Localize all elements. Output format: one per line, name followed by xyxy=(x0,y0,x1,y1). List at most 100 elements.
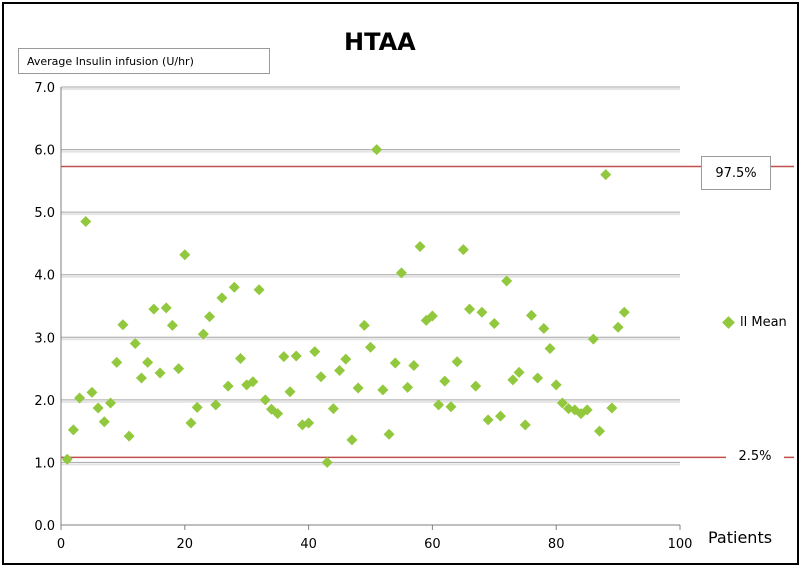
data-point xyxy=(197,328,209,340)
data-point xyxy=(550,379,562,391)
data-point xyxy=(111,356,123,368)
scatter-chart: 0.0 1.0 2.0 3.0 4.0 5.0 6.0 7.0 0 20 40 60 80 100 xyxy=(34,81,794,552)
x-axis-label: Patients xyxy=(708,528,773,547)
legend-label: ll Mean xyxy=(740,315,787,330)
data-point xyxy=(334,364,346,376)
y-tick-label: 5.0 xyxy=(34,206,55,221)
data-point xyxy=(160,302,172,314)
data-point xyxy=(439,375,451,387)
data-point xyxy=(538,323,550,335)
data-point xyxy=(321,456,333,468)
data-point xyxy=(86,386,98,398)
data-point xyxy=(210,399,222,411)
data-point xyxy=(216,292,228,304)
x-tick-label: 60 xyxy=(424,537,441,552)
data-point xyxy=(135,372,147,384)
data-point xyxy=(247,376,259,388)
data-point xyxy=(371,144,383,156)
data-point xyxy=(594,425,606,437)
x-tick-label: 40 xyxy=(300,537,317,552)
y-axis-label: Average Insulin infusion (U/hr) xyxy=(18,48,270,74)
data-point xyxy=(433,399,445,411)
data-point xyxy=(457,244,469,256)
data-point xyxy=(303,417,315,429)
data-point xyxy=(556,397,568,409)
lower-reference-label: 2.5% xyxy=(726,445,784,469)
data-point xyxy=(507,374,519,386)
data-point xyxy=(414,241,426,253)
data-point xyxy=(340,353,352,365)
data-point xyxy=(365,341,376,353)
data-point xyxy=(272,408,284,420)
data-point xyxy=(445,401,457,413)
data-point xyxy=(309,346,321,358)
x-tick-label: 80 xyxy=(548,537,565,552)
data-point xyxy=(612,321,624,333)
data-point xyxy=(222,380,234,392)
data-point xyxy=(470,380,482,392)
y-tick-label: 2.0 xyxy=(34,394,55,409)
data-point xyxy=(464,303,476,315)
data-point xyxy=(587,333,599,345)
data-point xyxy=(408,359,420,371)
data-point xyxy=(544,343,556,355)
data-point xyxy=(259,394,271,406)
data-point xyxy=(228,281,240,293)
data-point xyxy=(476,306,488,318)
data-point xyxy=(377,384,389,396)
y-tick-label: 3.0 xyxy=(34,331,55,346)
data-point xyxy=(278,351,290,363)
data-point xyxy=(606,402,618,414)
x-tick-label: 100 xyxy=(668,537,693,552)
data-point xyxy=(513,366,525,378)
data-point xyxy=(426,310,438,322)
data-point xyxy=(346,434,358,446)
chart-title: HTAA xyxy=(344,28,416,56)
data-point xyxy=(185,417,197,429)
legend: ll Mean xyxy=(722,315,787,330)
data-point xyxy=(327,403,339,415)
data-point xyxy=(383,428,395,440)
y-tick-label: 0.0 xyxy=(34,519,55,534)
data-point xyxy=(117,319,129,331)
upper-reference-label: 97.5% xyxy=(701,156,771,190)
data-point xyxy=(80,216,92,228)
data-point xyxy=(501,275,513,287)
data-point xyxy=(98,416,110,428)
data-point xyxy=(494,410,506,422)
data-point xyxy=(92,402,104,414)
data-point xyxy=(284,386,296,398)
data-point xyxy=(581,404,593,416)
data-point xyxy=(253,284,265,296)
data-point xyxy=(166,319,178,331)
data-point xyxy=(532,372,544,384)
data-point xyxy=(488,318,500,330)
data-point xyxy=(204,311,216,323)
data-point xyxy=(67,424,79,436)
data-point xyxy=(352,382,364,394)
x-tick-label: 0 xyxy=(57,537,65,552)
data-point xyxy=(191,401,203,413)
data-point xyxy=(61,453,73,465)
data-point xyxy=(482,414,494,426)
data-point xyxy=(519,419,531,431)
data-point xyxy=(451,356,463,368)
data-point xyxy=(173,363,185,375)
data-point xyxy=(142,356,154,368)
data-point xyxy=(389,357,401,369)
y-tick-label: 6.0 xyxy=(34,144,55,159)
data-point xyxy=(123,430,135,442)
data-point xyxy=(129,338,141,350)
x-tick-label: 20 xyxy=(177,537,194,552)
data-point xyxy=(235,353,247,365)
data-point xyxy=(600,169,612,181)
data-point xyxy=(358,319,370,331)
data-point xyxy=(315,371,327,383)
data-point xyxy=(618,306,630,318)
data-point xyxy=(290,350,302,362)
data-point xyxy=(105,397,117,409)
y-tick-label: 4.0 xyxy=(34,269,55,284)
legend-marker-icon xyxy=(722,316,735,329)
data-point xyxy=(154,367,166,379)
